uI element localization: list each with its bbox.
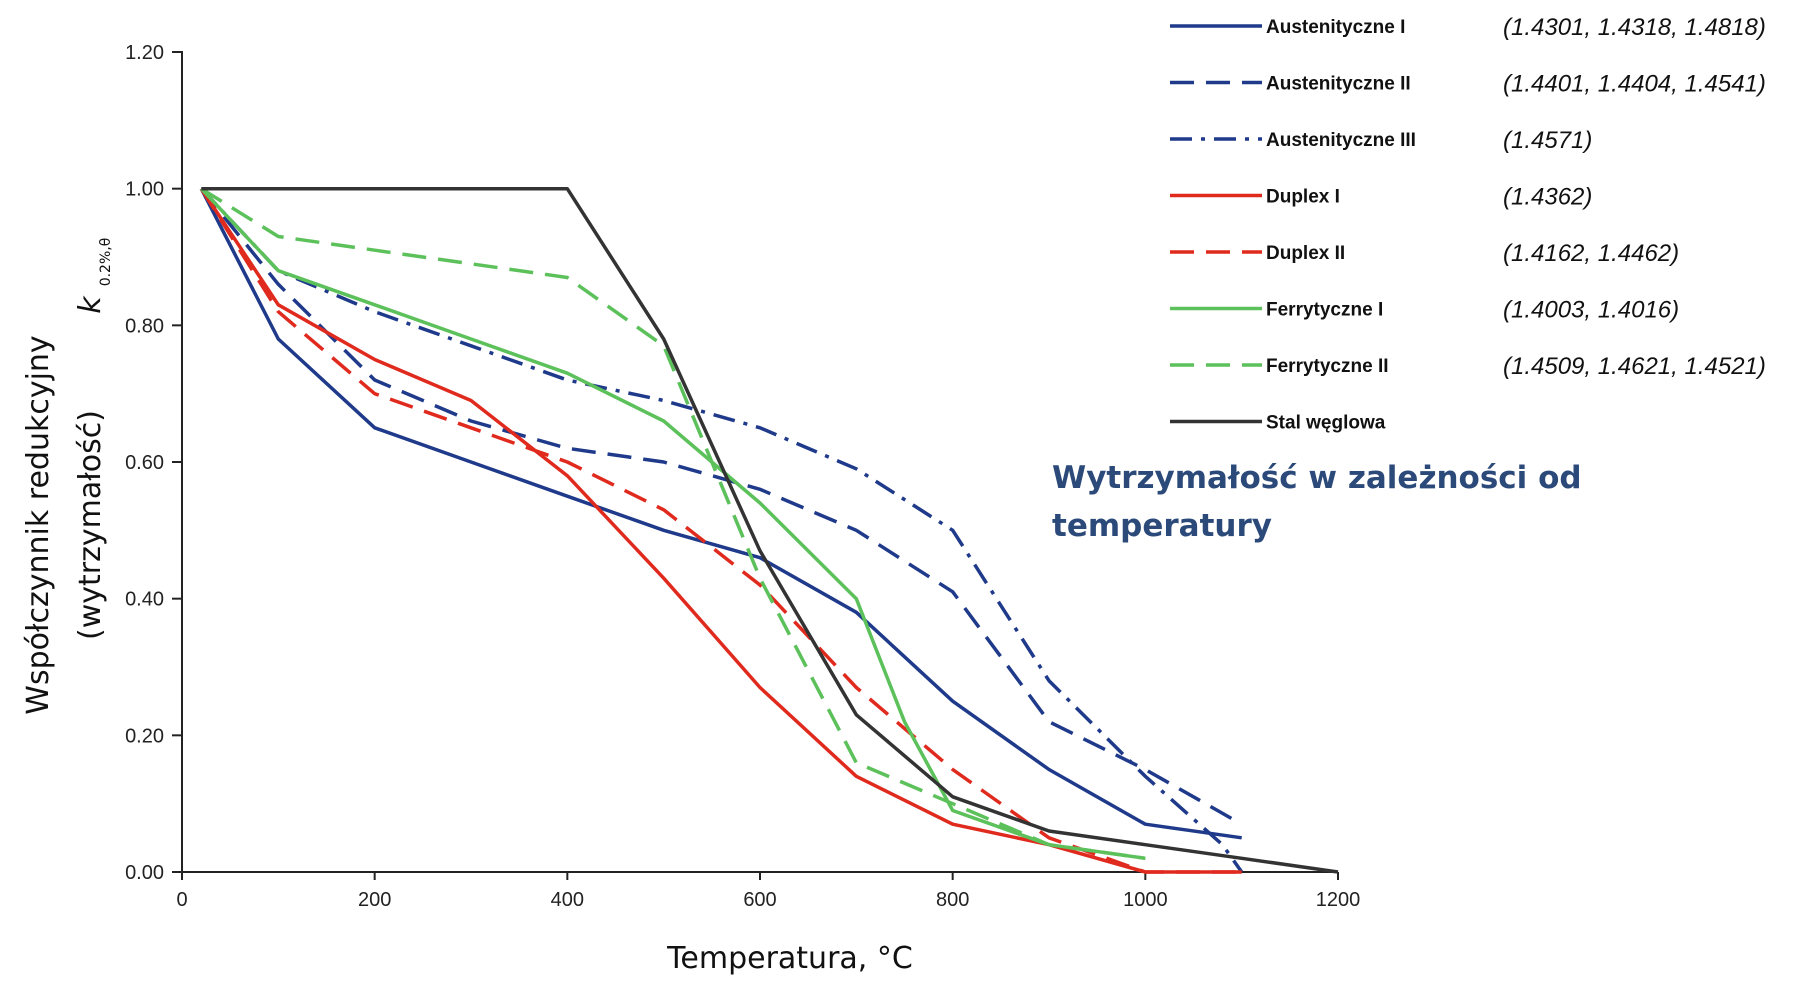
legend-label: Austenityczne III [1266,130,1416,151]
series-line-austenityczne-iii [200,187,1244,874]
legend-label: Ferrytyczne II [1266,356,1389,377]
x-tick-label: 200 [358,889,391,911]
x-tick-label: 800 [936,889,969,911]
series-line-ferrytyczne-ii [200,187,1146,861]
legend-grades: (1.4401, 1.4404, 1.4541) [1503,71,1766,98]
legend-grades: (1.4003, 1.4016) [1503,297,1679,324]
y-axis-symbol: k [73,295,108,314]
series-line-ferrytyczne-i [200,187,1146,861]
legend: Austenityczne I (1.4301, 1.4318, 1.4818) A… [1170,14,1766,434]
x-tick-label: 600 [743,889,776,911]
x-tick-label: 0 [176,889,187,911]
legend-label: Duplex I [1266,187,1340,208]
y-ticks: 0.00 0.20 0.40 0.60 0.80 1.00 1.20 [125,42,182,884]
y-tick-label: 1.20 [125,42,164,64]
legend-grades: (1.4162, 1.4462) [1503,240,1679,267]
y-tick-label: 1.00 [125,179,164,201]
series-line-stal-węglowa [201,186,1339,874]
legend-label: Stal węglowa [1266,413,1386,434]
legend-label: Duplex II [1266,243,1345,264]
x-axis-title: Temperatura, °C [666,941,913,976]
legend-grades: (1.4301, 1.4318, 1.4818) [1503,14,1766,41]
x-tick-label: 400 [551,889,584,911]
chart-annotation-line1: Wytrzymałość w zależności od [1052,460,1582,496]
y-tick-label: 0.80 [125,315,164,337]
chart-annotation-line2: temperatury [1052,508,1272,544]
series-lines [199,186,1339,874]
y-tick-label: 0.00 [125,862,164,884]
series-line-austenityczne-i [199,187,1242,840]
x-tick-label: 1200 [1316,889,1361,911]
y-tick-label: 0.20 [125,725,164,747]
legend-grades: (1.4509, 1.4621, 1.4521) [1503,353,1766,380]
y-axis-title-line1: Współczynnik redukcyjny [21,335,56,714]
legend-label: Ferrytyczne I [1266,300,1383,321]
y-axis-title-line2: (wytrzymałość) [73,410,108,640]
x-tick-label: 1000 [1123,889,1168,911]
series-line-austenityczne-ii [199,187,1243,826]
legend-label: Austenityczne I [1266,17,1405,38]
y-tick-label: 0.40 [125,589,164,611]
x-ticks: 0 200 400 600 800 1000 1200 [176,872,1360,911]
series-line-duplex-i [199,187,1242,874]
legend-label: Austenityczne II [1266,74,1411,95]
legend-grades: (1.4571) [1503,127,1592,154]
legend-grades: (1.4362) [1503,184,1592,211]
y-tick-label: 0.60 [125,452,164,474]
y-axis-symbol-subscript: 0.2%,θ [98,238,114,287]
